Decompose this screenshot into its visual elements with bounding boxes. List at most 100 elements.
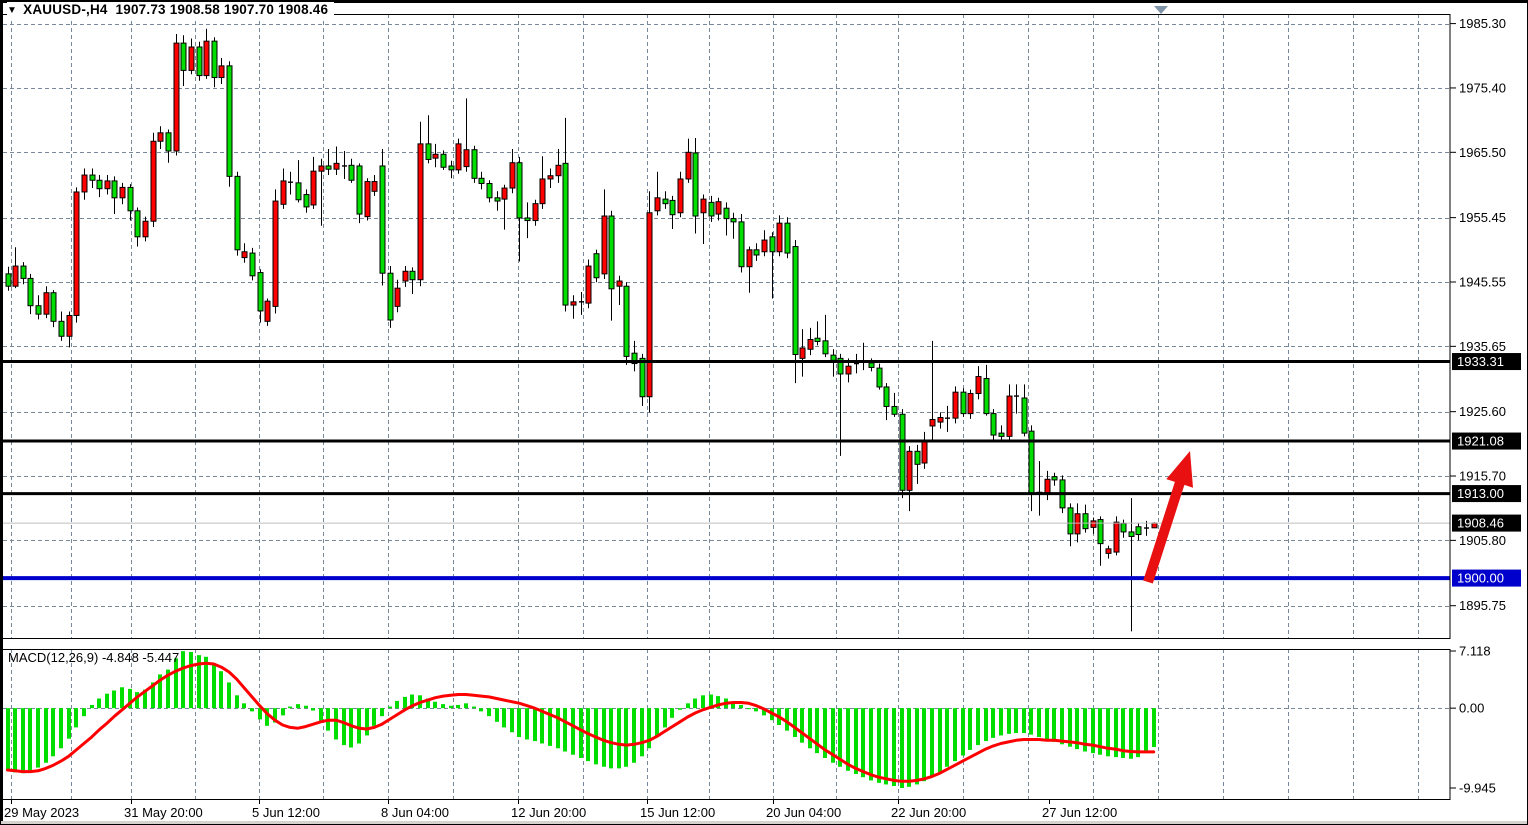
macd-histogram-bar: [128, 688, 132, 709]
time-tick-label: 20 Jun 04:00: [766, 805, 841, 820]
time-axis[interactable]: 29 May 2023 31 May 20:00 5 Jun 12:00 8 Jun …: [4, 799, 1117, 820]
macd-histogram-bar: [754, 708, 758, 712]
price-highlight-bg: [1452, 353, 1521, 371]
macd-histogram-bar: [197, 655, 201, 709]
candle-down: [814, 337, 821, 342]
candle-up: [43, 292, 50, 315]
candle-up: [104, 180, 111, 190]
candle-up: [654, 197, 661, 212]
macd-histogram-bar: [74, 708, 78, 728]
candle-down: [723, 207, 730, 220]
price-tick-label: 1925.60: [1459, 404, 1506, 419]
candle-down: [494, 197, 501, 202]
close-value: 1908.46: [278, 2, 329, 17]
candle-up: [761, 239, 768, 253]
candle-down: [837, 357, 844, 375]
candle-down: [593, 253, 600, 279]
macd-histogram-bar: [281, 708, 285, 716]
macd-histogram-bar: [548, 708, 552, 746]
price-tick-label: 1915.70: [1459, 469, 1506, 484]
candle-down: [784, 222, 791, 254]
candle-down: [96, 179, 103, 190]
macd-histogram-bar: [556, 708, 560, 749]
candle-up: [509, 162, 516, 189]
macd-histogram-bar: [189, 651, 193, 709]
macd-histogram-bar: [97, 698, 101, 709]
scroll-position-icon[interactable]: [1154, 6, 1168, 14]
candle-down: [1021, 397, 1028, 434]
macd-histogram-bar: [968, 708, 972, 750]
up-arrow-annotation[interactable]: [1143, 451, 1193, 584]
candle-down: [234, 175, 241, 251]
macd-histogram-bar: [1075, 708, 1079, 750]
candle-down: [1097, 519, 1104, 545]
macd-histogram-bar: [838, 708, 842, 767]
candle-down: [50, 292, 57, 322]
macd-histogram-bar: [464, 703, 468, 709]
candle-down: [20, 265, 27, 279]
candle-up: [280, 180, 287, 205]
macd-histogram-bar: [120, 687, 124, 709]
candle-down: [990, 413, 997, 436]
macd-histogram-bar: [961, 708, 965, 756]
price-highlight-bg: [1452, 485, 1521, 503]
macd-histogram-bar: [67, 708, 71, 739]
candle-up: [921, 441, 928, 464]
price-axis[interactable]: 1985.30 1975.40 1965.50 1955.45 1945.55 1935.…: [1450, 16, 1521, 796]
macd-histogram-bar: [1060, 708, 1064, 745]
candle-down: [111, 180, 118, 199]
macd-histogram-bar: [288, 706, 292, 709]
price-tick-label: 1955.45: [1459, 210, 1506, 225]
macd-histogram-bar: [166, 669, 170, 709]
macd-histogram-bar: [922, 708, 926, 782]
candle-up: [463, 149, 470, 168]
macd-histogram-bar: [907, 708, 911, 787]
macd-histogram-bar: [36, 708, 40, 768]
candle-down: [295, 182, 302, 201]
macd-histogram-bar: [135, 692, 139, 709]
macd-histogram-bar: [785, 708, 789, 731]
candle-down: [471, 149, 478, 179]
macd-histogram-bar: [1091, 708, 1095, 754]
macd-histogram-bar: [395, 700, 399, 709]
price-highlight-bg: [1452, 514, 1521, 532]
annotations-layer[interactable]: [1143, 6, 1193, 584]
candle-down: [960, 391, 967, 415]
macd-histogram-bar: [174, 658, 178, 709]
candle-up: [218, 65, 225, 79]
macd-histogram-bar: [938, 708, 942, 773]
macd-histogram-bar: [181, 651, 185, 709]
macd-histogram-bar: [686, 703, 690, 709]
candle-down: [58, 320, 65, 337]
macd-histogram-bar: [693, 698, 697, 709]
macd-histogram-bar: [90, 704, 94, 709]
macd-histogram-bar: [250, 708, 254, 712]
candle-down: [448, 165, 455, 171]
candle-down: [983, 378, 990, 415]
macd-histogram-bar: [6, 708, 10, 771]
macd-histogram-bar: [1083, 708, 1087, 752]
candle-down: [639, 357, 646, 398]
candle-down: [478, 177, 485, 185]
macd-histogram-bar: [1106, 708, 1110, 757]
candle-down: [830, 354, 837, 361]
macd-histogram-bar: [380, 708, 384, 717]
candle-up: [616, 280, 623, 287]
support-resistance-lines[interactable]: [3, 360, 1450, 581]
macd-histogram-bar: [227, 682, 231, 709]
candle-up: [906, 450, 913, 491]
macd-signal-line: [6, 661, 1156, 783]
macd-histogram-bar: [984, 708, 988, 742]
macd-histogram-bar: [716, 696, 720, 709]
macd-histogram-bar: [151, 682, 155, 709]
macd-histogram-bar: [892, 708, 896, 787]
macd-histogram-bar: [44, 708, 48, 763]
macd-histogram-bar: [609, 708, 613, 769]
candle-up: [364, 181, 371, 218]
candle-up: [157, 132, 164, 142]
dropdown-triangle-icon[interactable]: ▼: [7, 5, 18, 16]
candle-down: [180, 42, 187, 71]
time-tick-label: 5 Jun 12:00: [252, 805, 320, 820]
candle-down: [425, 143, 432, 160]
